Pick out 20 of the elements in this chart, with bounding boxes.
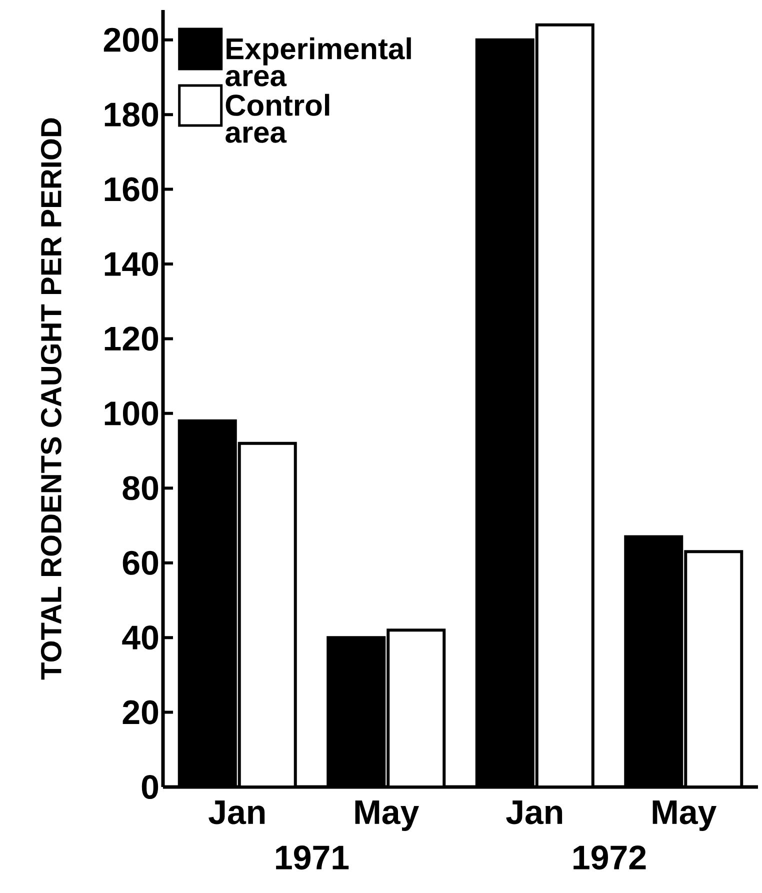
x-tick-label: Jan (506, 800, 562, 824)
y-tick-label: 140 (104, 252, 158, 276)
y-tick-label: 60 (122, 550, 158, 575)
y-tick-label: 200 (104, 28, 158, 52)
text: 1971 (276, 846, 349, 870)
y-tick-label: 40 (122, 626, 158, 650)
y-tick-label: 180 (104, 102, 158, 127)
y-tick-label: 100 (104, 401, 158, 426)
legend-label: Control area (226, 94, 330, 143)
y-tick-label: 120 (104, 326, 158, 351)
x-tick-label: May (652, 800, 717, 831)
legend-label: Experimental area (226, 37, 411, 86)
text: 1972 (574, 846, 646, 870)
x-tick-label: May (355, 800, 420, 831)
y-tick-label: 0 (142, 774, 158, 800)
y-tick-label: 80 (122, 476, 158, 500)
y-tick-label: 160 (104, 177, 158, 202)
y-tick-label: 20 (122, 700, 158, 724)
x-tick-label: Jan (208, 800, 265, 824)
y-axis-title: TOTAL RODENTS CAUGHT PER PERIOD (40, 118, 62, 680)
